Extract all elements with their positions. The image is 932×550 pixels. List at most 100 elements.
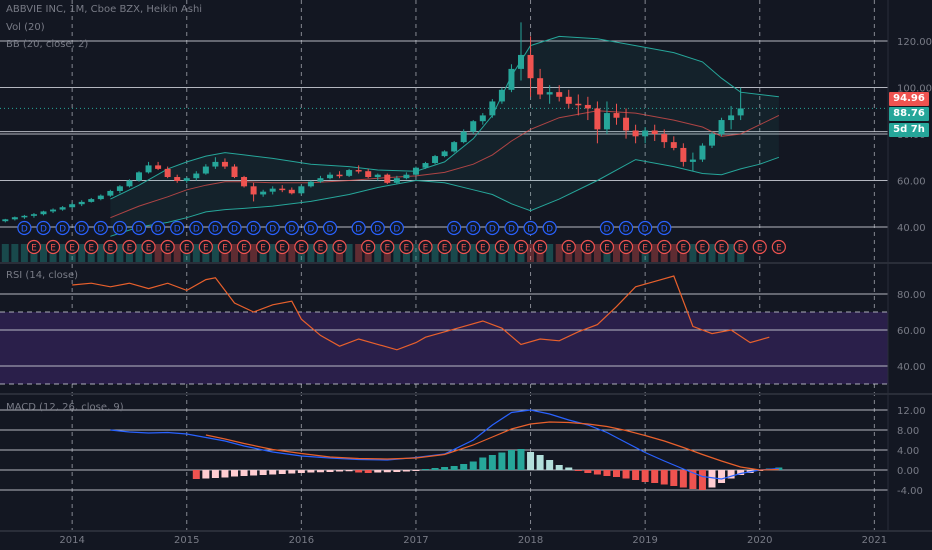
dividend-marker-letter: D (78, 225, 85, 235)
dividend-marker-letter: D (288, 225, 295, 235)
earnings-marker-letter: E (642, 244, 648, 254)
earnings-marker-circle (380, 239, 395, 255)
dividend-marker-letter: D (116, 225, 123, 235)
earnings-marker-letter: E (518, 244, 524, 254)
earnings-marker-circle (236, 239, 252, 255)
earnings-marker-letter: E (165, 244, 171, 254)
earnings-marker-letter: E (757, 244, 763, 254)
macd-axis-tick-label: 4.00 (897, 446, 919, 457)
earnings-marker-circle (752, 239, 767, 255)
macd-histogram-bar (450, 466, 458, 470)
candle-body (88, 199, 95, 202)
dividend-earnings-markers[interactable]: D D D D D D D D D D D D D D D D D D D D D D D D D D D D D DE E E E E E E E E E… (17, 220, 786, 255)
vertical-year-gridlines (71, 0, 875, 530)
volume-bar (469, 244, 477, 262)
macd-line (110, 409, 779, 480)
candle-body (527, 54, 534, 79)
earnings-marker-circle (456, 239, 471, 255)
earnings-marker-letter: E (719, 244, 725, 254)
earnings-marker-circle (84, 239, 99, 255)
volume-bar (326, 244, 334, 262)
dividend-marker-letter: D (451, 225, 458, 235)
macd-histogram-bar (651, 470, 659, 483)
macd-histogram-bar (507, 450, 515, 470)
candle-body (69, 204, 76, 208)
chart-title-legend[interactable]: ABBVIE INC, 1M, Cboe BZX, Heikin Ashi (6, 4, 203, 15)
candle-body (441, 151, 448, 157)
macd-histogram-bar (469, 461, 477, 470)
dividend-marker-circle (542, 220, 557, 236)
volume-bar (11, 244, 19, 262)
volume-bar (689, 244, 697, 262)
candle-body (317, 178, 324, 182)
volume-bar (97, 244, 105, 262)
earnings-marker-circle (437, 239, 452, 255)
price-axis-tick-label: 40.00 (897, 223, 926, 234)
macd-histogram-bar (727, 470, 735, 479)
earnings-marker-letter: E (384, 244, 390, 254)
dividend-marker-letter: D (393, 225, 400, 235)
dividend-marker-circle (151, 220, 166, 236)
dividend-marker-letter: D (546, 225, 553, 235)
earnings-marker-circle (599, 239, 615, 255)
bollinger-legend[interactable]: BB (20, close, 2) (6, 39, 89, 50)
earnings-marker-letter: E (566, 244, 572, 254)
candle-body (221, 161, 228, 167)
candle-body (298, 186, 305, 194)
rsi-band (0, 312, 888, 384)
dividend-marker-circle (170, 220, 185, 236)
dividend-marker-letter: D (374, 225, 381, 235)
macd-histogram-bar (527, 452, 535, 470)
candle-body (508, 68, 515, 90)
candle-body (174, 177, 181, 181)
earnings-marker-circle (26, 239, 42, 255)
volume-bar (574, 244, 582, 262)
dividend-marker-circle (74, 220, 89, 236)
rsi-legend[interactable]: RSI (14, close) (6, 270, 79, 281)
volume-bar (250, 244, 258, 262)
macd-legend[interactable]: MACD (12, 26, close, 9) (6, 402, 124, 413)
dividend-marker-letter: D (603, 225, 610, 235)
earnings-marker-letter: E (661, 244, 667, 254)
earnings-marker-circle (313, 239, 328, 255)
candle-body (11, 217, 18, 220)
earnings-marker-letter: E (585, 244, 591, 254)
dividend-marker-circle (112, 220, 128, 236)
macd-histogram-bar (412, 470, 420, 471)
dividend-marker-circle (189, 220, 204, 236)
signal-line (205, 421, 779, 471)
earnings-marker-letter: E (365, 244, 371, 254)
rsi-axis-tick-label: 40.00 (897, 362, 926, 373)
macd-histogram-bar (488, 455, 496, 470)
dividend-marker-letter: D (327, 225, 334, 235)
earnings-marker-letter: E (260, 244, 266, 254)
x-axis-tick-label: 2018 (518, 535, 543, 546)
volume-bar (192, 244, 200, 262)
earnings-marker-letter: E (241, 244, 247, 254)
earnings-marker-letter: E (499, 244, 505, 254)
macd-histogram-bar (374, 470, 382, 473)
candle-body (155, 165, 162, 169)
candle-body (2, 219, 9, 222)
macd-histogram-bar (689, 470, 697, 489)
volume-bar (507, 244, 515, 262)
volume-bar (355, 244, 363, 262)
dividend-marker-letter: D (250, 225, 257, 235)
earnings-marker-circle (714, 239, 729, 255)
candle-body (699, 145, 706, 160)
candle-body (336, 174, 343, 177)
volume-bar (231, 244, 238, 262)
macd-histogram-bar (574, 470, 582, 471)
volume-legend[interactable]: Vol (20) (6, 22, 45, 33)
earnings-marker-circle (695, 239, 710, 255)
dividend-marker-letter: D (21, 225, 28, 235)
bar-countdown-tag: 5d 7h (889, 123, 929, 137)
macd-histogram-bar (584, 470, 592, 473)
candle-body (680, 147, 687, 162)
earnings-marker-circle (733, 239, 748, 255)
macd-histogram-bar (737, 470, 745, 475)
volume-bar (727, 244, 735, 262)
candle-body (403, 174, 410, 179)
macd-histogram-bar (441, 467, 449, 470)
